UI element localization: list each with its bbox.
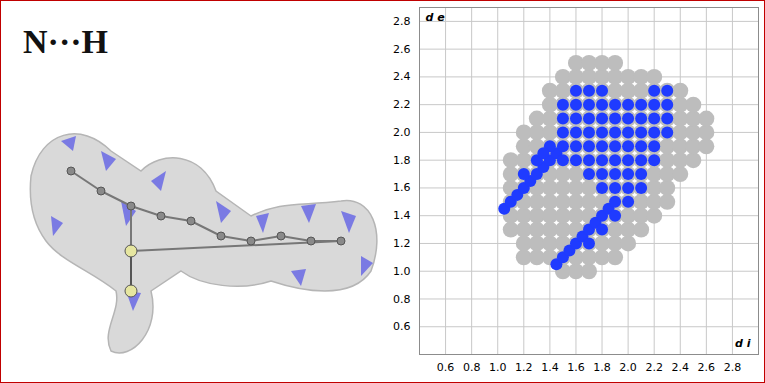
svg-text:1.4: 1.4 (393, 209, 411, 222)
svg-text:d e: d e (426, 11, 446, 24)
svg-text:N···H: N···H (23, 23, 108, 60)
svg-text:2.4: 2.4 (393, 70, 411, 83)
svg-text:1.8: 1.8 (593, 361, 611, 374)
svg-text:2.6: 2.6 (393, 43, 411, 56)
svg-text:0.8: 0.8 (463, 361, 481, 374)
svg-text:2.6: 2.6 (698, 361, 716, 374)
svg-text:2.4: 2.4 (672, 361, 690, 374)
svg-text:2.8: 2.8 (393, 15, 411, 28)
svg-text:0.6: 0.6 (437, 361, 454, 374)
svg-text:1.2: 1.2 (393, 237, 411, 250)
svg-text:1.0: 1.0 (489, 361, 507, 374)
svg-text:1.6: 1.6 (393, 181, 411, 194)
svg-text:2.0: 2.0 (619, 361, 637, 374)
svg-text:1.6: 1.6 (567, 361, 585, 374)
svg-text:1.4: 1.4 (541, 361, 559, 374)
svg-text:0.6: 0.6 (393, 320, 411, 333)
svg-text:1.8: 1.8 (393, 154, 411, 167)
svg-text:d i: d i (735, 337, 751, 350)
svg-text:0.8: 0.8 (393, 293, 411, 306)
svg-text:2.0: 2.0 (393, 126, 411, 139)
svg-text:2.2: 2.2 (393, 98, 411, 111)
svg-text:1.0: 1.0 (393, 265, 411, 278)
svg-text:2.8: 2.8 (724, 361, 742, 374)
svg-text:2.2: 2.2 (645, 361, 663, 374)
svg-text:1.2: 1.2 (515, 361, 533, 374)
